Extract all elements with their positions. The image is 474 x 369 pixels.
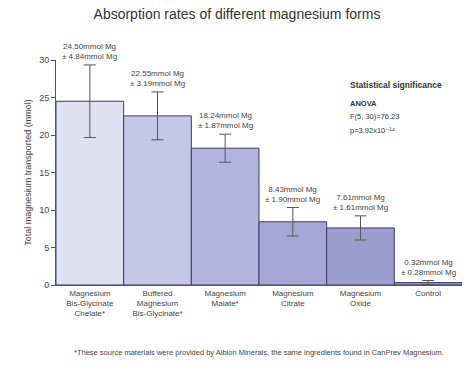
svg-text:MagnesiumOxide: MagnesiumOxide — [340, 289, 382, 308]
svg-text:0.32mmol Mg± 0.28mmol Mg: 0.32mmol Mg± 0.28mmol Mg — [401, 258, 456, 277]
svg-text:8.43mmol Mg± 1.90mmol Mg: 8.43mmol Mg± 1.90mmol Mg — [265, 185, 320, 204]
svg-text:Total magnesium transported (m: Total magnesium transported (mmol) — [23, 99, 33, 246]
svg-text:0: 0 — [44, 280, 49, 290]
svg-text:MagnesiumMalate*: MagnesiumMalate* — [204, 289, 246, 308]
svg-text:20: 20 — [39, 130, 49, 140]
svg-text:Absorption rates of different: Absorption rates of different magnesium … — [94, 6, 381, 22]
svg-text:MagnesiumCitrate: MagnesiumCitrate — [272, 289, 314, 308]
svg-text:Control: Control — [415, 289, 441, 298]
svg-text:*These source materials were p: *These source materials were provided by… — [74, 348, 444, 357]
svg-text:p=3.92x10⁻¹⁴: p=3.92x10⁻¹⁴ — [350, 126, 395, 135]
svg-text:25: 25 — [39, 93, 49, 103]
svg-text:15: 15 — [39, 168, 49, 178]
svg-text:ANOVA: ANOVA — [350, 99, 377, 108]
svg-text:Statistical significance: Statistical significance — [350, 80, 442, 90]
svg-text:5: 5 — [44, 243, 49, 253]
svg-text:MagnesiumBis-GlycinateChelate*: MagnesiumBis-GlycinateChelate* — [66, 289, 114, 319]
svg-text:24.50mmol Mg± 4.84mmol Mg: 24.50mmol Mg± 4.84mmol Mg — [62, 42, 117, 61]
svg-text:18.24mmol Mg± 1.87mmol Mg: 18.24mmol Mg± 1.87mmol Mg — [198, 111, 253, 130]
svg-text:BufferedMagnesiumBis-Glycinate: BufferedMagnesiumBis-Glycinate* — [132, 289, 182, 319]
svg-text:10: 10 — [39, 205, 49, 215]
svg-text:7.61mmol Mg± 1.61mmol Mg: 7.61mmol Mg± 1.61mmol Mg — [333, 193, 388, 212]
svg-text:22.55mmol Mg± 3.19mmol Mg: 22.55mmol Mg± 3.19mmol Mg — [130, 69, 185, 88]
svg-text:F(5, 30)=76.23: F(5, 30)=76.23 — [350, 112, 399, 121]
svg-text:30: 30 — [39, 55, 49, 65]
